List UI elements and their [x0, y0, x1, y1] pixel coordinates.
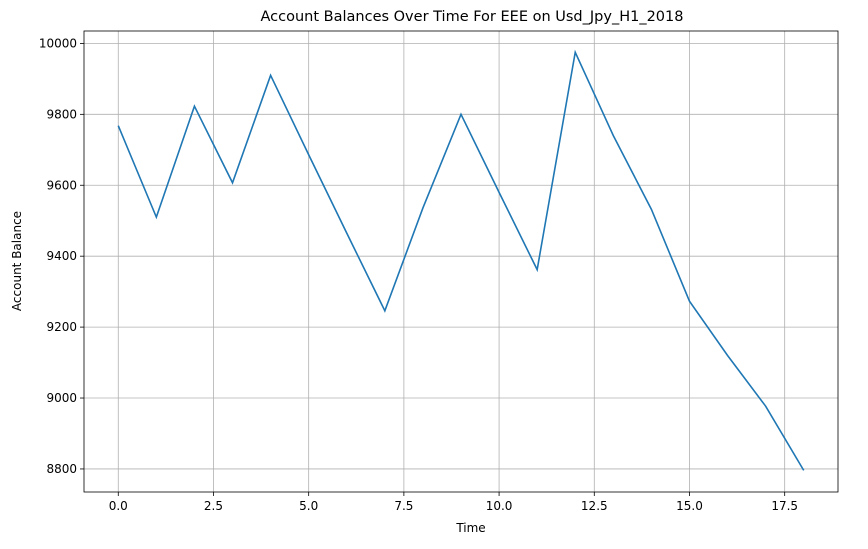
- y-axis-label: Account Balance: [10, 211, 24, 311]
- chart-title: Account Balances Over Time For EEE on Us…: [261, 9, 684, 25]
- x-tick-label: 12.5: [581, 499, 608, 513]
- x-tick-label: 5.0: [299, 499, 318, 513]
- x-tick-label: 17.5: [771, 499, 798, 513]
- y-tick-label: 9200: [46, 320, 77, 334]
- y-axis-ticks: 8800 9000 9200 9400 9600 9800 10000: [39, 36, 84, 476]
- x-tick-label: 10.0: [486, 499, 513, 513]
- y-tick-label: 9400: [46, 249, 77, 263]
- y-tick-label: 10000: [39, 36, 77, 50]
- x-axis-ticks: 0.0 2.5 5.0 7.5 10.0 12.5 15.0 17.5: [109, 492, 798, 513]
- y-tick-label: 9800: [46, 107, 77, 121]
- y-tick-label: 9600: [46, 178, 77, 192]
- grid-lines: [84, 31, 838, 492]
- x-tick-label: 0.0: [109, 499, 128, 513]
- plot-area-frame: [83, 30, 839, 493]
- x-axis-label: Time: [455, 521, 485, 535]
- x-tick-label: 2.5: [204, 499, 223, 513]
- y-tick-label: 8800: [46, 462, 77, 476]
- series-line: [117, 49, 805, 471]
- x-tick-label: 15.0: [676, 499, 703, 513]
- y-tick-label: 9000: [46, 391, 77, 405]
- x-tick-label: 7.5: [394, 499, 413, 513]
